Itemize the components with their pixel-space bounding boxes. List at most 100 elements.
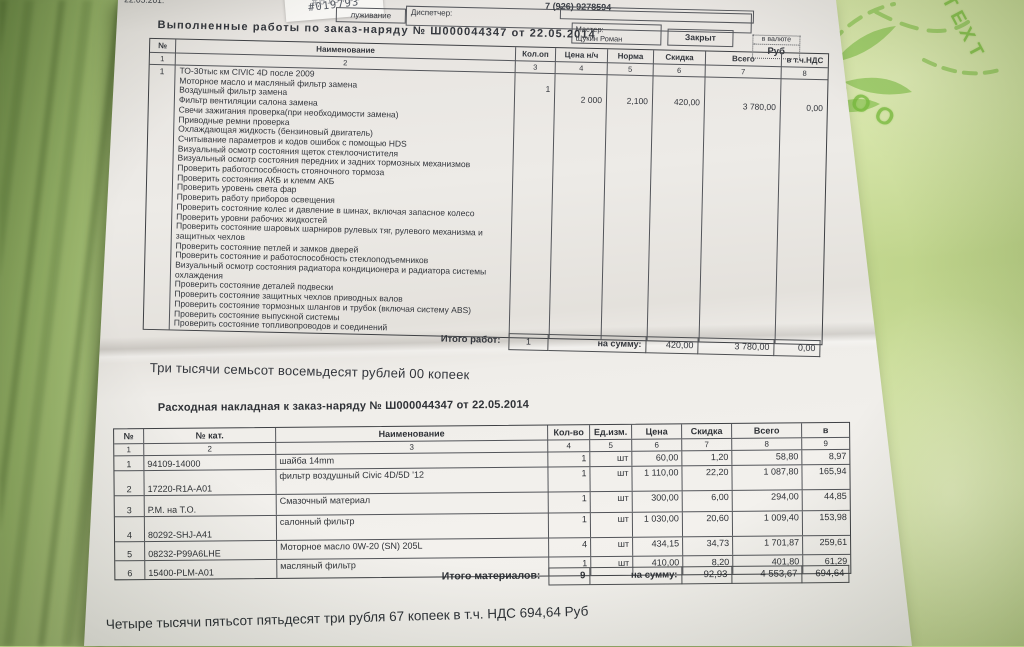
col-header: Ед.изм. bbox=[590, 424, 633, 440]
col-header: Кол-во bbox=[548, 425, 591, 440]
col-header: Цена bbox=[632, 424, 683, 439]
col-number: 8 bbox=[732, 438, 803, 450]
material-name: фильтр воздушный Civic 4D/5D '12 bbox=[276, 467, 549, 494]
works-body-row: 1 ТО-30тыс км CIVIC 4D после 2009 Моторн… bbox=[143, 64, 828, 344]
work-discount: 420,00 bbox=[673, 96, 701, 108]
material-name: Смазочный материал bbox=[276, 492, 549, 515]
material-unit: шт bbox=[590, 466, 633, 492]
material-qty: 1 bbox=[548, 492, 591, 513]
col-number: 1 bbox=[149, 52, 176, 66]
material-discount: 34,73 bbox=[683, 536, 734, 556]
material-cat: 08232-P99A6LHE bbox=[145, 540, 278, 561]
material-price: 300,00 bbox=[632, 491, 683, 512]
material-total: 58,80 bbox=[732, 450, 803, 465]
material-vat: 44,85 bbox=[824, 490, 847, 502]
col-number: 9 bbox=[823, 439, 828, 449]
material-price: 434,15 bbox=[633, 537, 684, 556]
col-number: 5 bbox=[590, 439, 633, 452]
works-section: 22.05.201. #019793 луживание Диспетчер: … bbox=[124, 0, 830, 383]
col-number: 1 bbox=[114, 444, 145, 456]
material-cat: 80292-SHJ-A41 bbox=[144, 515, 278, 542]
material-unit: шт bbox=[591, 537, 634, 557]
col-number: 2 bbox=[144, 442, 277, 456]
material-unit: шт bbox=[590, 491, 633, 513]
order-date-fragment: 22.05.201. bbox=[124, 0, 164, 5]
work-rate: 2 000 bbox=[580, 94, 603, 106]
material-vat: 153,98 bbox=[819, 511, 847, 523]
work-qty: 1 bbox=[545, 83, 551, 94]
material-price: 60,00 bbox=[632, 451, 683, 466]
col-number: 4 bbox=[548, 440, 591, 452]
col-header: в т.ч.НДС bbox=[809, 425, 842, 437]
material-unit: шт bbox=[590, 512, 634, 538]
material-discount: 22,20 bbox=[682, 465, 733, 491]
col-header: № кат. bbox=[144, 427, 277, 444]
material-vat: 165,94 bbox=[818, 465, 847, 477]
col-header: № bbox=[114, 429, 145, 444]
materials-total-vat: 694,64 bbox=[802, 564, 850, 584]
col-header: в т.ч.НДС bbox=[781, 53, 829, 69]
material-qty: 1 bbox=[548, 452, 591, 467]
materials-total-sum: 4 553,67 bbox=[732, 565, 803, 584]
work-items-list: ТО-30тыс км CIVIC 4D после 2009 Моторное… bbox=[169, 65, 516, 338]
works-sum-label: на сумму: bbox=[548, 334, 647, 354]
works-amount-in-words: Три тысячи семьсот восемьдесят рублей 00… bbox=[149, 359, 470, 383]
material-total: 1 087,80 bbox=[732, 465, 803, 490]
col-header: Наименование bbox=[276, 425, 549, 442]
material-discount: 6,00 bbox=[682, 490, 733, 512]
material-num: 2 bbox=[114, 471, 145, 496]
material-cat: 17220-R1A-A01 bbox=[144, 469, 277, 496]
col-header: Скидка bbox=[653, 50, 707, 66]
material-num: 1 bbox=[114, 456, 145, 471]
material-total: 1 009,40 bbox=[732, 511, 804, 536]
material-price: 1 030,00 bbox=[632, 512, 684, 537]
col-number: 8 bbox=[781, 67, 828, 81]
material-discount: 20,60 bbox=[682, 511, 734, 537]
materials-total-qty: 9 bbox=[548, 567, 591, 586]
col-header: Всего bbox=[732, 423, 803, 438]
material-total: 294,00 bbox=[732, 490, 803, 511]
material-price: 1 110,00 bbox=[632, 466, 683, 491]
materials-section: Расходная накладная к заказ-наряду № Ш00… bbox=[0, 382, 1024, 647]
work-norm: 2,100 bbox=[626, 95, 649, 107]
material-name: Моторное масло 0W-20 (SN) 205L bbox=[277, 538, 550, 559]
works-total-vat: 0,00 bbox=[774, 339, 821, 358]
works-table: № Наименование Кол.оп Цена н/ч Норма Ски… bbox=[142, 37, 830, 346]
material-qty: 1 bbox=[548, 467, 591, 492]
col-number: 6 bbox=[632, 439, 683, 451]
col-header: Норма bbox=[607, 49, 655, 65]
material-total: 1 701,87 bbox=[733, 536, 804, 555]
col-header: № bbox=[149, 38, 177, 54]
col-header: Кол.оп bbox=[515, 47, 557, 63]
works-total-qty: 1 bbox=[508, 333, 549, 351]
material-name: салонный фильтр bbox=[276, 513, 550, 540]
materials-table: № № кат. Наименование Кол-во Ед.изм. Цен… bbox=[113, 421, 852, 581]
material-vat: 259,61 bbox=[819, 536, 848, 548]
material-qty: 1 bbox=[548, 513, 592, 538]
work-total: 3 780,00 bbox=[742, 101, 777, 113]
col-header: Скидка bbox=[682, 423, 733, 439]
status-box: Закрыт bbox=[667, 28, 734, 48]
col-number: 3 bbox=[515, 61, 556, 75]
material-cat: Р.М. на Т.О. bbox=[144, 494, 277, 517]
material-cat: 94109-14000 bbox=[144, 454, 277, 471]
material-num: 5 bbox=[115, 542, 146, 561]
material-qty: 4 bbox=[549, 538, 592, 557]
col-number: 5 bbox=[607, 63, 654, 77]
works-total-sum: 3 780,00 bbox=[698, 337, 775, 357]
materials-sum-label: на сумму: bbox=[590, 566, 683, 586]
materials-amount-in-words: Четыре тысячи пятьсот пятьдесят три рубл… bbox=[105, 603, 589, 633]
service-box: луживание bbox=[335, 7, 407, 24]
material-vat: 8,97 bbox=[828, 450, 847, 462]
col-header: Цена н/ч bbox=[555, 48, 609, 64]
work-vat: 0,00 bbox=[806, 102, 823, 114]
material-num: 3 bbox=[114, 496, 145, 517]
material-unit: шт bbox=[590, 451, 633, 467]
material-discount: 1,20 bbox=[682, 450, 733, 466]
material-num: 4 bbox=[114, 517, 146, 542]
materials-total-label: Итого материалов: bbox=[441, 569, 541, 583]
works-total-discount: 420,00 bbox=[646, 336, 699, 355]
col-number: 7 bbox=[682, 438, 733, 451]
